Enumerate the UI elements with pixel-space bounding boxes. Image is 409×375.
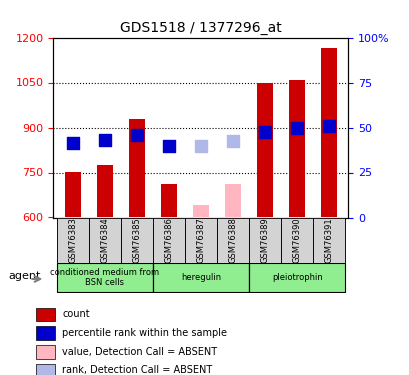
Text: count: count xyxy=(62,309,90,319)
Bar xyxy=(36,364,55,375)
Point xyxy=(69,140,76,146)
Title: GDS1518 / 1377296_at: GDS1518 / 1377296_at xyxy=(120,21,281,35)
Text: pleiotrophin: pleiotrophin xyxy=(271,273,322,282)
Bar xyxy=(288,80,304,218)
Text: heregulin: heregulin xyxy=(180,273,220,282)
Point xyxy=(197,142,204,148)
FancyBboxPatch shape xyxy=(56,217,88,262)
Point xyxy=(165,142,172,148)
FancyBboxPatch shape xyxy=(88,217,120,262)
FancyBboxPatch shape xyxy=(153,217,184,262)
Bar xyxy=(97,165,112,218)
Text: GSM76387: GSM76387 xyxy=(196,217,205,263)
Bar xyxy=(192,206,209,218)
Text: agent: agent xyxy=(8,271,40,281)
Text: value, Detection Call = ABSENT: value, Detection Call = ABSENT xyxy=(62,347,217,357)
Bar xyxy=(36,345,55,358)
FancyBboxPatch shape xyxy=(312,217,344,262)
FancyBboxPatch shape xyxy=(153,263,248,292)
Point xyxy=(133,132,139,138)
Point xyxy=(325,123,332,129)
Bar xyxy=(320,48,337,217)
Bar xyxy=(36,308,55,321)
FancyBboxPatch shape xyxy=(248,263,344,292)
Bar xyxy=(256,82,272,218)
Bar xyxy=(36,326,55,340)
Text: GSM76389: GSM76389 xyxy=(260,217,269,263)
Bar xyxy=(64,172,81,217)
Point xyxy=(293,124,300,130)
Bar xyxy=(225,184,240,218)
FancyBboxPatch shape xyxy=(281,217,312,262)
Text: percentile rank within the sample: percentile rank within the sample xyxy=(62,328,227,338)
Text: GSM76388: GSM76388 xyxy=(228,217,237,263)
Text: rank, Detection Call = ABSENT: rank, Detection Call = ABSENT xyxy=(62,366,212,375)
Point xyxy=(229,138,236,144)
Point xyxy=(101,136,108,142)
FancyBboxPatch shape xyxy=(120,217,153,262)
FancyBboxPatch shape xyxy=(184,217,216,262)
FancyBboxPatch shape xyxy=(248,217,281,262)
Text: conditioned medium from
BSN cells: conditioned medium from BSN cells xyxy=(50,268,159,287)
Text: GSM76391: GSM76391 xyxy=(324,217,333,263)
Bar xyxy=(128,118,144,218)
Text: GSM76386: GSM76386 xyxy=(164,217,173,263)
Text: GSM76383: GSM76383 xyxy=(68,217,77,263)
Text: GSM76390: GSM76390 xyxy=(292,217,301,263)
Text: GSM76385: GSM76385 xyxy=(132,217,141,263)
FancyBboxPatch shape xyxy=(216,217,248,262)
Text: GSM76384: GSM76384 xyxy=(100,217,109,263)
Point xyxy=(261,129,268,135)
FancyBboxPatch shape xyxy=(56,263,153,292)
Bar xyxy=(160,184,176,218)
